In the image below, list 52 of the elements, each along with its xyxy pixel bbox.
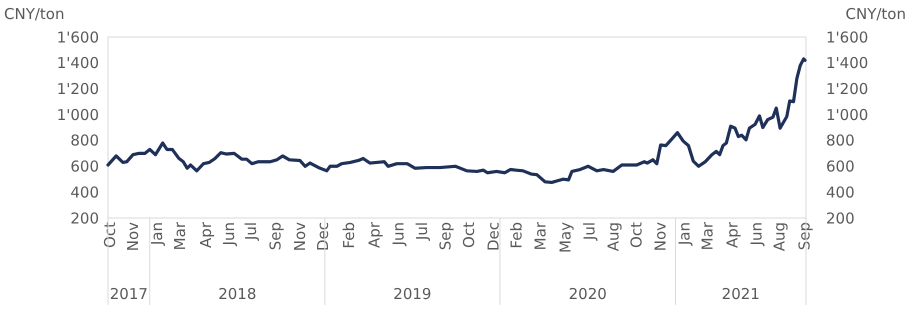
y-tick-label: 200 <box>70 209 99 228</box>
y-tick-label: 1'400 <box>56 54 99 72</box>
y2-tick-label: 200 <box>826 209 855 228</box>
y2-tick-label: 1'000 <box>826 106 868 124</box>
x-tick-label: Oct <box>460 222 478 248</box>
x-tick-label: Jan <box>675 222 694 246</box>
x-tick-label: Nov <box>291 222 310 252</box>
y2-axis-title: CNY/ton <box>846 5 906 23</box>
x-tick-label: Feb <box>340 222 358 249</box>
x-tick-label: Jun <box>220 222 238 246</box>
x-tick-label: Mar <box>531 221 550 250</box>
text: 2020 <box>568 285 607 303</box>
x-tick-label: Nov <box>651 222 670 252</box>
x-tick-label: Aug <box>604 222 622 252</box>
text: 2017 <box>110 285 148 303</box>
x-tick-label: Jan <box>148 222 166 246</box>
text: 2019 <box>393 285 432 303</box>
x-tick-label: Dec <box>314 222 332 252</box>
x-tick-label: Jul <box>242 222 260 242</box>
x-tick-label: Sep <box>436 222 454 250</box>
x-tick-label: Mar <box>171 221 190 250</box>
x-tick-label: Jul <box>580 222 598 242</box>
x-tick-label: Jun <box>389 222 408 246</box>
x-tick-label: Aug <box>770 222 788 252</box>
y-tick-label: 800 <box>70 132 99 150</box>
y-tick-label: 400 <box>70 183 99 202</box>
x-tick-label: Oct <box>627 222 646 248</box>
x-tick-label: Mar <box>698 221 716 250</box>
x-tick-label: May <box>556 222 574 254</box>
text: 2021 <box>722 285 760 303</box>
x-tick-label: Sep <box>266 222 285 250</box>
x-tick-label: Apr <box>365 221 384 248</box>
y-tick-label: 1'200 <box>56 80 99 98</box>
x-tick-label: Dec <box>484 222 502 252</box>
y2-tick-label: 400 <box>826 183 855 202</box>
y-axis-title: CNY/ton <box>4 5 64 23</box>
y2-tick-label: 1'600 <box>826 28 868 46</box>
y2-tick-label: 1'400 <box>826 54 868 72</box>
x-tick-label: Jul <box>412 222 431 242</box>
y-tick-label: 600 <box>70 158 99 176</box>
y2-tick-label: 800 <box>826 132 855 150</box>
x-tick-label: Apr <box>723 221 742 248</box>
y-tick-label: 1'000 <box>56 106 99 124</box>
x-tick-label: Feb <box>507 222 526 249</box>
x-tick-label: Nov <box>124 222 142 252</box>
y2-tick-label: 1'200 <box>826 80 868 98</box>
x-tick-label: Jun <box>747 222 766 246</box>
line-series <box>106 57 807 184</box>
text: 2018 <box>218 285 256 303</box>
y2-tick-label: 600 <box>826 158 855 176</box>
y-tick-label: 1'600 <box>56 28 99 46</box>
x-tick-label: Apr <box>197 221 216 248</box>
